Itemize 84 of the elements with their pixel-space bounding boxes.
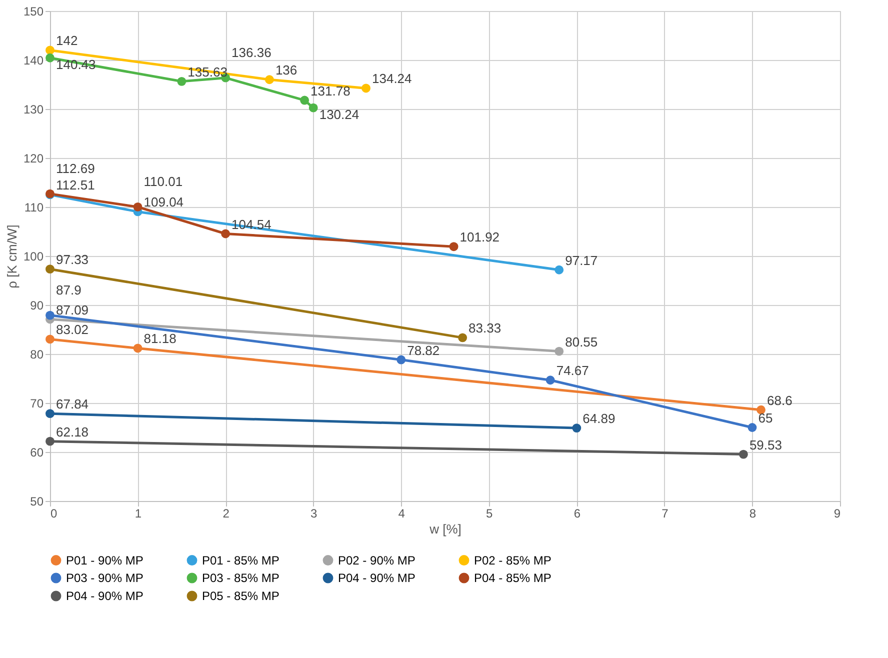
data-label: 74.67 <box>556 363 589 378</box>
data-label: 97.33 <box>56 252 89 268</box>
point <box>458 333 468 342</box>
point <box>46 409 54 418</box>
data-label: 109.04 <box>144 194 184 210</box>
data-label: 112.69 <box>56 160 95 176</box>
x-tick-label: 7 <box>662 506 669 520</box>
y-tick-label: 70 <box>30 396 44 410</box>
data-label: 136.36 <box>232 44 272 60</box>
data-label: 87.9 <box>56 282 82 298</box>
point <box>46 334 54 344</box>
data-label: 87.09 <box>56 302 89 318</box>
y-axis-title: ρ [K cm/W] <box>4 224 20 288</box>
y-tick-label: 80 <box>30 348 44 362</box>
data-label: 142 <box>56 33 78 48</box>
y-tick-label: 120 <box>23 152 44 166</box>
point <box>46 46 54 55</box>
y-tick-label: 130 <box>23 102 44 116</box>
point <box>221 229 230 238</box>
point <box>396 355 406 364</box>
y-tick-label: 150 <box>23 4 44 18</box>
data-label: 59.53 <box>749 437 782 452</box>
point <box>748 423 757 432</box>
data-label: 62.18 <box>56 424 89 440</box>
x-tick-label: 1 <box>134 506 142 520</box>
data-label: 67.84 <box>56 396 89 412</box>
data-label: 65 <box>758 410 773 426</box>
data-label: 97.17 <box>565 252 598 268</box>
data-label: 134.24 <box>372 71 412 86</box>
point <box>300 96 310 105</box>
data-label: 136 <box>275 62 298 78</box>
point <box>572 424 582 432</box>
point <box>177 76 186 86</box>
x-tick-label: 8 <box>749 506 756 520</box>
point <box>362 84 370 93</box>
x-tick-label: 2 <box>222 506 230 520</box>
legend-label: P04 - 90% MP <box>338 571 416 585</box>
y-tick-label: 50 <box>30 494 44 508</box>
legend-label: P03 - 85% MP <box>202 571 280 585</box>
data-label: 112.51 <box>56 178 95 193</box>
legend-label: P05 - 85% MP <box>202 589 280 603</box>
legend-label: P03 - 90% MP <box>66 571 144 585</box>
y-tick-label: 90 <box>30 298 44 312</box>
data-label: 101.92 <box>460 230 500 245</box>
data-label: 131.78 <box>310 83 350 98</box>
data-label: 64.89 <box>582 411 616 426</box>
data-label: 83.02 <box>56 322 89 338</box>
point <box>449 242 458 252</box>
x-tick-label: 4 <box>398 506 406 520</box>
data-label: 80.55 <box>565 334 598 350</box>
x-tick-label: 5 <box>486 506 494 520</box>
x-axis-title: w [%] <box>428 522 462 536</box>
legend-label: P01 - 90% MP <box>66 553 144 568</box>
x-tick-label: 0 <box>50 506 58 520</box>
point <box>46 436 54 446</box>
y-tick-label: 140 <box>23 54 44 68</box>
data-label: 78.82 <box>407 342 440 358</box>
x-tick-label: 3 <box>310 506 318 520</box>
point <box>546 376 555 385</box>
point <box>46 53 54 62</box>
point <box>738 450 748 459</box>
point <box>133 344 142 353</box>
x-tick-label: 9 <box>834 506 841 520</box>
y-tick-label: 60 <box>30 446 44 460</box>
legend-label: P02 - 85% MP <box>474 553 552 568</box>
data-label: 81.18 <box>144 331 176 346</box>
point <box>554 346 564 356</box>
point <box>554 265 564 274</box>
legend-label: P04 - 85% MP <box>474 571 552 585</box>
y-tick-label: 110 <box>24 200 44 214</box>
x-tick-label: 6 <box>574 506 581 520</box>
data-label: 130.24 <box>319 106 360 122</box>
legend-label: P02 - 90% MP <box>338 553 416 568</box>
point <box>46 310 54 320</box>
point <box>308 103 318 112</box>
data-label: 110.01 <box>144 174 183 189</box>
legend-label: P01 - 85% MP <box>202 553 280 568</box>
data-label: 83.33 <box>468 320 502 336</box>
point <box>133 202 142 212</box>
point <box>264 75 274 84</box>
data-label: 68.6 <box>767 392 792 408</box>
y-tick-label: 100 <box>23 250 44 264</box>
point <box>46 264 54 274</box>
legend-label: P04 - 90% MP <box>66 589 144 603</box>
